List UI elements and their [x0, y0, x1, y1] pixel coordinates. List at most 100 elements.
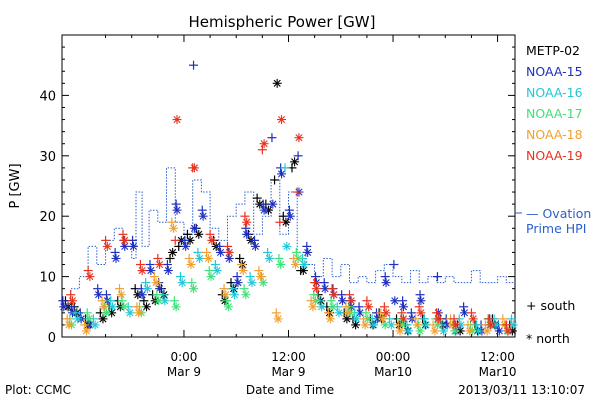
noaa-15-south-point	[197, 205, 207, 215]
noaa-15-south-point	[67, 302, 77, 312]
noaa-18-south-point	[358, 314, 368, 324]
noaa-15-north-point	[94, 290, 104, 300]
star-ray	[286, 212, 294, 220]
noaa-15-north-point	[137, 290, 147, 300]
noaa-19-south-point	[327, 284, 337, 294]
noaa-16-north-point	[212, 266, 222, 276]
noaa-19-north-point	[416, 308, 426, 318]
star-ray	[190, 164, 198, 172]
noaa-19-north-point	[242, 217, 252, 227]
noaa-18-north-point	[134, 308, 144, 318]
noaa-17-south-point	[222, 296, 232, 306]
star-ray	[208, 236, 216, 244]
star-ray	[343, 315, 351, 323]
noaa-16-north-point	[142, 284, 152, 294]
noaa-18-south-point	[132, 302, 142, 312]
star-ray	[309, 303, 317, 311]
noaa-16-south-point	[280, 163, 290, 173]
star-ray	[207, 273, 215, 281]
star-ray	[277, 170, 286, 178]
noaa-16-north-point	[229, 290, 239, 300]
star-ray	[182, 242, 190, 250]
star-ray	[326, 315, 334, 323]
noaa-19-north-point	[85, 272, 95, 282]
noaa-19-north-point	[207, 235, 217, 245]
x-tick-label: 12:00	[271, 350, 306, 364]
noaa-15-north-point	[128, 241, 138, 251]
noaa-18-north-point	[151, 278, 161, 288]
star-ray	[335, 309, 343, 317]
plot-grid	[62, 167, 515, 302]
x-tick-label: 0:00	[170, 350, 197, 364]
noaa-18-north-point	[273, 314, 283, 324]
star-ray	[251, 242, 259, 250]
noaa-15-north-point	[259, 205, 269, 215]
noaa-19-south-point	[292, 187, 302, 197]
star-ray	[161, 297, 169, 305]
noaa-19-south-point	[449, 314, 459, 324]
metp-02-north-point	[298, 266, 308, 276]
noaa-19-north-point	[468, 314, 478, 324]
noaa-18-north-point	[412, 320, 422, 330]
star-ray	[169, 224, 178, 232]
noaa-15-north-point	[250, 241, 260, 251]
star-ray	[257, 273, 265, 281]
star-ray	[68, 297, 77, 305]
star-ray	[152, 279, 160, 287]
x-tick-date: Mar10	[374, 365, 412, 379]
star-ray	[382, 279, 390, 287]
noaa-15-north-point	[189, 223, 199, 233]
star-ray	[230, 291, 239, 299]
star-ray	[86, 273, 94, 281]
noaa-16-north-point	[404, 326, 414, 336]
star-ray	[416, 327, 424, 335]
y-tick-label: 40	[39, 89, 56, 104]
noaa-18-north-point	[465, 326, 475, 336]
star-ray	[147, 266, 155, 275]
star-ray	[100, 303, 108, 311]
noaa-16-north-point	[369, 320, 379, 330]
noaa-17-south-point	[152, 290, 162, 300]
star-ray	[399, 315, 408, 323]
noaa-18-north-point	[360, 320, 370, 330]
metp-02-north-point	[98, 314, 108, 324]
noaa-19-south-point	[397, 308, 407, 318]
noaa-19-south-point	[170, 235, 180, 245]
star-ray	[321, 285, 329, 293]
star-ray	[243, 218, 251, 226]
noaa-17-north-point	[223, 302, 233, 312]
star-ray	[225, 254, 233, 263]
noaa-19-north-point	[346, 296, 356, 306]
noaa-19-south-point	[362, 296, 372, 306]
noaa-19-north-point	[381, 308, 391, 318]
star-ray	[370, 321, 378, 329]
star-ray	[121, 242, 129, 250]
noaa-19-north-point	[294, 133, 304, 143]
star-ray	[274, 315, 282, 323]
noaa-17-north-point	[328, 302, 338, 312]
noaa-17-north-point	[154, 296, 164, 306]
noaa-16-north-point	[125, 308, 135, 318]
noaa-19-north-point	[155, 260, 165, 270]
star-ray	[186, 236, 194, 244]
star-ray	[173, 115, 181, 124]
star-ray	[504, 327, 512, 335]
x-tick-date: Mar10	[479, 365, 517, 379]
data-marks	[58, 60, 518, 336]
noaa-19-south-point	[223, 241, 233, 251]
star-ray	[143, 285, 151, 293]
noaa-18-south-point	[498, 314, 508, 324]
noaa-19-north-point	[172, 115, 182, 125]
noaa-18-south-point	[236, 260, 246, 270]
noaa-18-north-point	[238, 266, 248, 276]
noaa-18-north-point	[378, 314, 388, 324]
star-ray	[142, 303, 151, 311]
noaa-17-north-point	[119, 302, 129, 312]
star-ray	[344, 309, 352, 317]
plot-credit: Plot: CCMC	[5, 383, 71, 397]
star-ray	[65, 321, 73, 329]
star-ray	[365, 303, 373, 311]
noaa-18-north-point	[203, 253, 213, 263]
noaa-16-north-point	[73, 314, 83, 324]
